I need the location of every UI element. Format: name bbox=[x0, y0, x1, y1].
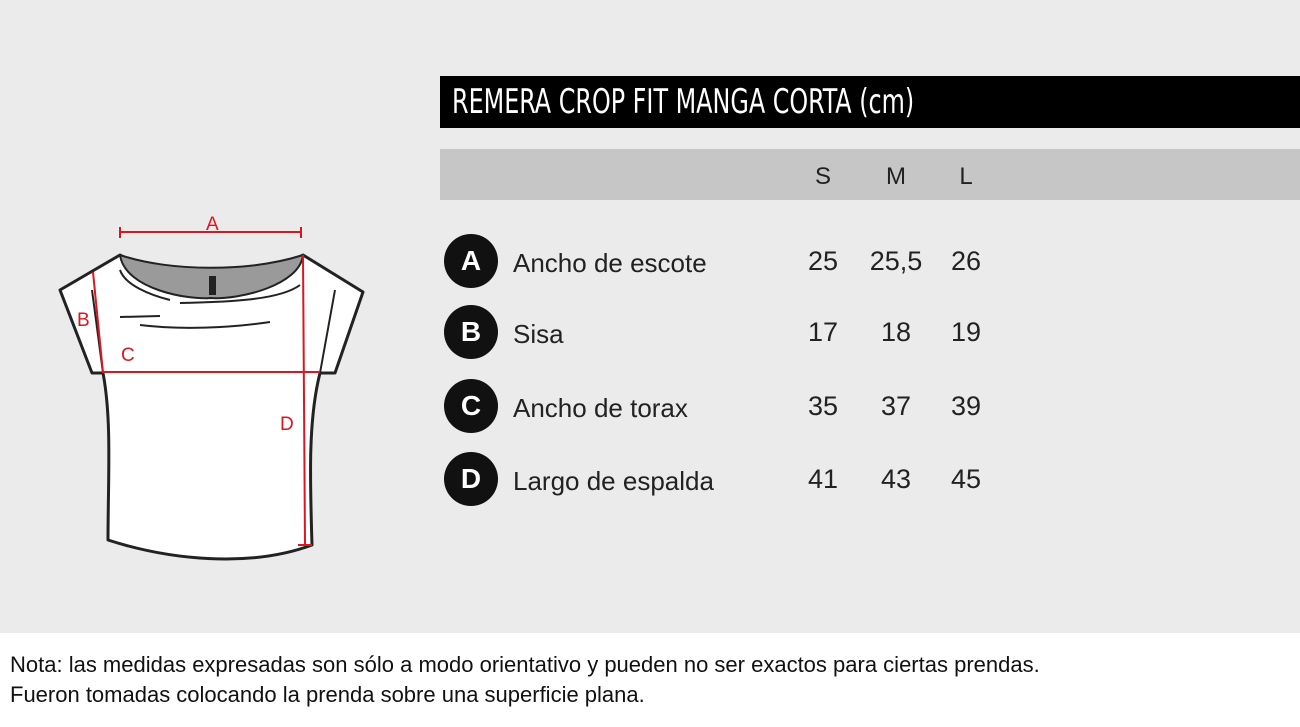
footnote-line: Nota: las medidas expresadas son sólo a … bbox=[10, 652, 1040, 677]
shirt-outline bbox=[58, 253, 365, 561]
diagram-label-a: A bbox=[206, 214, 219, 235]
measure-b bbox=[92, 271, 104, 374]
row-label: Sisa bbox=[513, 319, 564, 349]
value-l: 19 bbox=[950, 317, 982, 347]
measure-d bbox=[298, 254, 312, 546]
footnote: Nota: las medidas expresadas son sólo a … bbox=[10, 650, 1040, 710]
value-s: 25 bbox=[807, 246, 839, 276]
letter-badge: B bbox=[444, 305, 498, 359]
chart-title-text: REMERA CROP FIT MANGA CORTA (cm) bbox=[452, 82, 915, 122]
letter-badge: C bbox=[444, 379, 498, 433]
measure-lines bbox=[92, 227, 320, 546]
value-m: 18 bbox=[880, 317, 912, 347]
value-s: 35 bbox=[807, 391, 839, 421]
footnote-line: Fueron tomadas colocando la prenda sobre… bbox=[10, 682, 645, 707]
value-m: 37 bbox=[880, 391, 912, 421]
value-s: 17 bbox=[807, 317, 839, 347]
value-s: 41 bbox=[807, 464, 839, 494]
value-m: 25,5 bbox=[869, 246, 923, 276]
chart-title: REMERA CROP FIT MANGA CORTA (cm) bbox=[440, 76, 1300, 128]
row-label: Ancho de escote bbox=[513, 248, 707, 278]
letter-badge: D bbox=[444, 452, 498, 506]
diagram-label-d: D bbox=[280, 414, 294, 435]
row-label: Largo de espalda bbox=[513, 466, 714, 496]
table-row: C Ancho de torax 35 37 39 bbox=[444, 379, 1044, 433]
row-label: Ancho de torax bbox=[513, 393, 688, 423]
size-l: L bbox=[959, 163, 973, 190]
value-l: 45 bbox=[950, 464, 982, 494]
table-row: D Largo de espalda 41 43 45 bbox=[444, 452, 1044, 506]
value-m: 43 bbox=[880, 464, 912, 494]
table-row: B Sisa 17 18 19 bbox=[444, 305, 1044, 359]
shirt-diagram: A B C D bbox=[58, 214, 365, 561]
value-l: 26 bbox=[950, 246, 982, 276]
size-header: S M L bbox=[440, 149, 1300, 200]
letter-badge: A bbox=[444, 234, 498, 288]
value-l: 39 bbox=[950, 391, 982, 421]
measure-a bbox=[119, 227, 302, 238]
diagram-label-c: C bbox=[121, 345, 135, 366]
diagram-label-b: B bbox=[77, 310, 90, 331]
table-row: A Ancho de escote 25 25,5 26 bbox=[444, 234, 1044, 288]
size-s: S bbox=[814, 163, 831, 190]
size-m: M bbox=[886, 163, 906, 190]
